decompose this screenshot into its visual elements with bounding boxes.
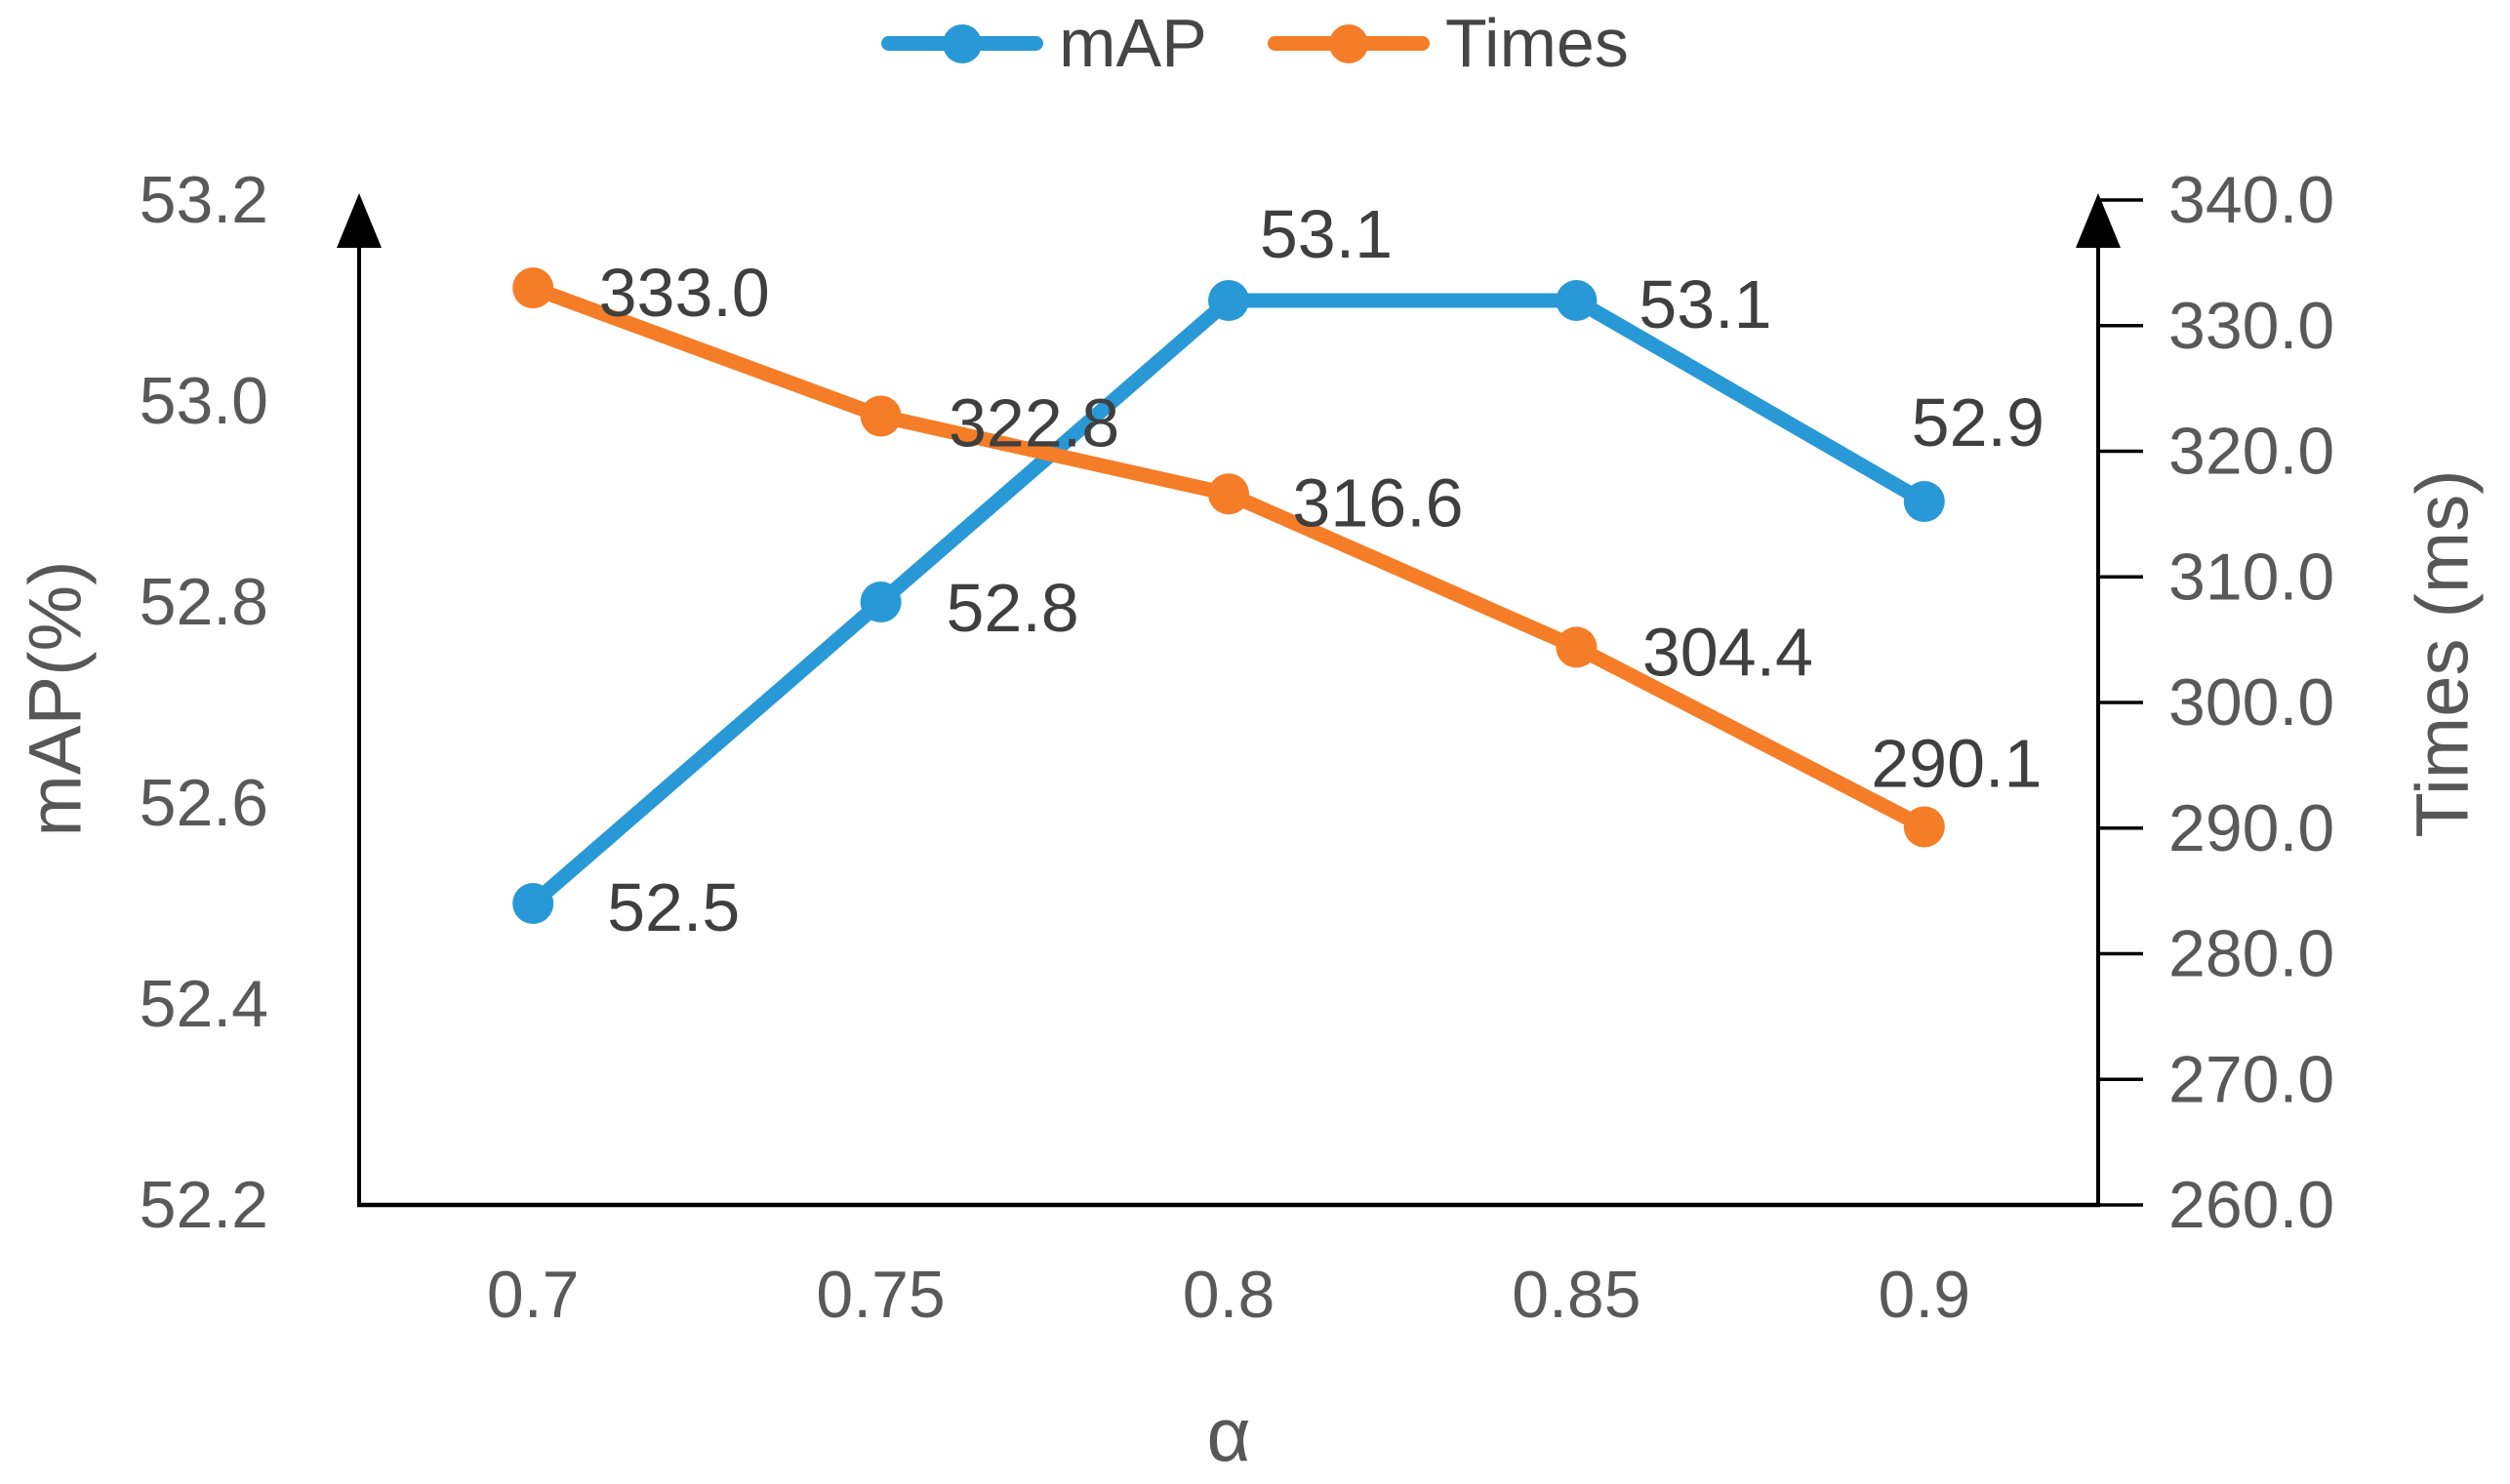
x-axis-tick-label: 0.85 — [1512, 1258, 1640, 1332]
left-axis-title: mAP(%) — [15, 561, 98, 837]
times-point-label: 316.6 — [1292, 464, 1463, 541]
axes — [337, 193, 2121, 1208]
map-point-label: 53.1 — [1260, 196, 1393, 272]
map-point — [1556, 280, 1598, 321]
left-axis-tick-label: 52.2 — [140, 1168, 268, 1242]
right-axis-title: Times (ms) — [2402, 469, 2485, 837]
left-axis-arrow-icon — [337, 193, 382, 248]
map-line — [525, 293, 1932, 911]
x-axis-tick-label: 0.8 — [1183, 1258, 1275, 1332]
axis-tick-labels: 53.2 53.0 52.8 52.6 52.4 52.2 340.0 330.0 320.0 3… — [140, 163, 2335, 1332]
times-point-label: 322.8 — [949, 384, 1119, 461]
map-point — [860, 582, 902, 622]
legend: mAP Times — [0, 6, 2510, 81]
times-point-label: 333.0 — [599, 255, 770, 331]
left-axis-tick-label: 52.6 — [140, 766, 268, 840]
times-point — [860, 395, 902, 437]
right-axis-tick-label: 320.0 — [2168, 415, 2334, 489]
right-axis-tick-label: 290.0 — [2168, 791, 2334, 865]
map-point-label: 52.8 — [946, 570, 1078, 646]
right-axis-tick-label: 310.0 — [2168, 540, 2334, 614]
map-point-label: 52.9 — [1912, 384, 2044, 461]
right-axis-tick-label: 260.0 — [2168, 1168, 2334, 1242]
legend-item-times: Times — [1267, 5, 1629, 81]
x-axis-tick-label: 0.7 — [487, 1258, 580, 1332]
map-point — [1208, 280, 1249, 321]
times-point — [1208, 473, 1249, 515]
map-point-label: 53.1 — [1639, 266, 1771, 342]
data-labels: 52.5 52.8 53.1 53.1 52.9 333.0 322.8 316.6 304.4… — [599, 196, 2044, 945]
right-axis-tick-label: 300.0 — [2168, 665, 2334, 740]
left-axis-tick-label: 52.8 — [140, 565, 268, 639]
left-axis-tick-label: 52.4 — [140, 967, 268, 1041]
legend-times-marker — [1267, 23, 1430, 63]
map-point — [512, 883, 554, 924]
right-axis-tick-label: 270.0 — [2168, 1042, 2334, 1116]
legend-item-map: mAP — [881, 6, 1207, 81]
left-axis-tick-label: 53.2 — [140, 163, 268, 237]
map-point-label: 52.5 — [607, 869, 740, 945]
times-point — [1556, 626, 1598, 668]
right-axis-tick-label: 330.0 — [2168, 289, 2334, 363]
x-axis-title: α — [1206, 1391, 1250, 1477]
legend-map-marker — [881, 23, 1044, 63]
times-line — [525, 280, 1932, 834]
right-axis-arrow-icon — [2076, 193, 2121, 248]
times-point — [1903, 806, 1945, 848]
times-point-label: 304.4 — [1642, 614, 1813, 690]
left-axis-tick-label: 53.0 — [140, 364, 268, 438]
right-axis-ticks — [2098, 198, 2143, 1207]
times-point — [512, 267, 554, 309]
legend-map-label: mAP — [1059, 5, 1207, 81]
legend-times-dot — [1328, 23, 1368, 63]
legend-map-dot — [943, 23, 983, 63]
x-axis-tick-label: 0.9 — [1879, 1258, 1971, 1332]
series-lines — [512, 267, 1945, 924]
x-axis-tick-label: 0.75 — [816, 1258, 945, 1332]
right-axis-tick-label: 340.0 — [2168, 163, 2334, 237]
times-point-label: 290.1 — [1871, 725, 2042, 801]
map-point — [1903, 481, 1945, 522]
right-axis-tick-label: 280.0 — [2168, 917, 2334, 991]
legend-times-label: Times — [1444, 5, 1629, 81]
